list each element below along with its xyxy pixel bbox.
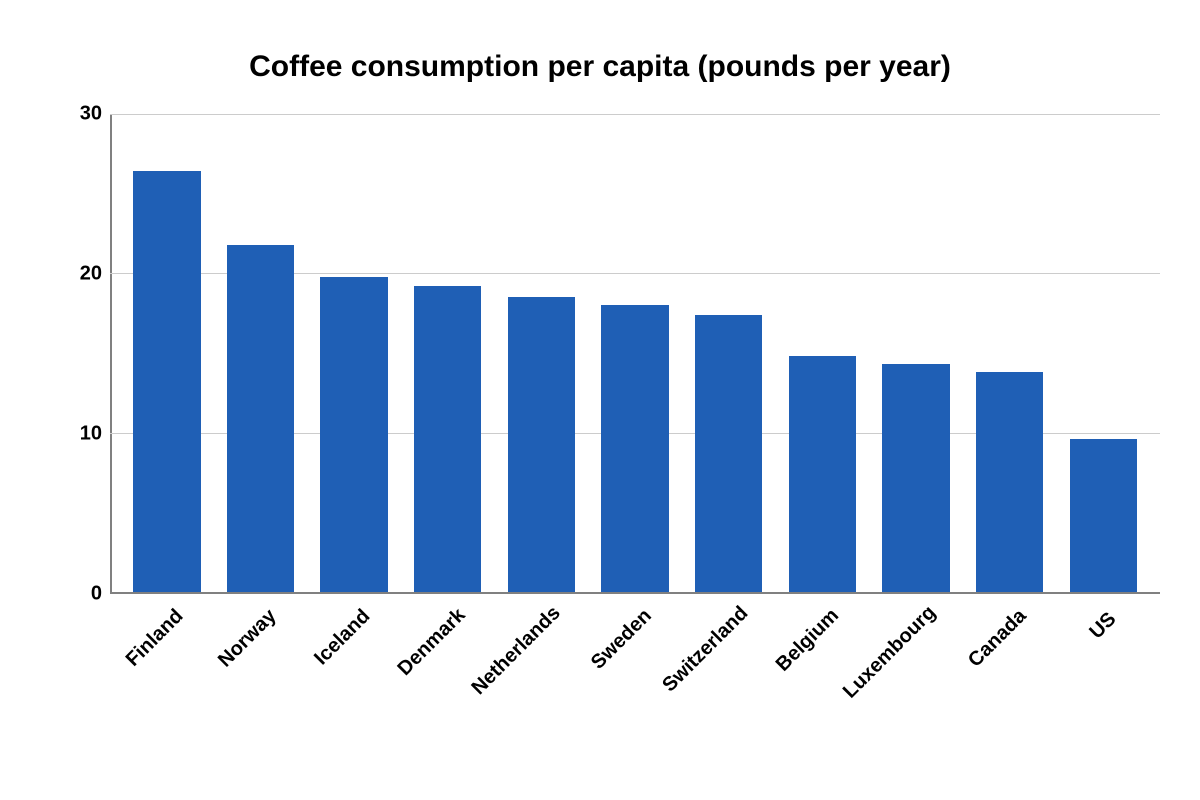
x-label-slot: Finland — [120, 600, 214, 740]
x-labels-group: FinlandNorwayIcelandDenmarkNetherlandsSw… — [110, 600, 1160, 740]
bar-slot — [775, 114, 869, 592]
bar — [508, 297, 575, 592]
x-label-slot: Canada — [963, 600, 1057, 740]
bar-slot — [307, 114, 401, 592]
bar — [789, 356, 856, 592]
bar — [601, 305, 668, 592]
plot-area — [110, 114, 1160, 594]
bar-slot — [401, 114, 495, 592]
bar — [695, 315, 762, 592]
bar-slot — [682, 114, 776, 592]
bar — [227, 245, 294, 592]
x-axis-label: Finland — [122, 605, 189, 672]
x-label-slot: Luxembourg — [869, 600, 963, 740]
bar — [414, 286, 481, 592]
chart-container: Coffee consumption per capita (pounds pe… — [0, 0, 1200, 800]
chart-title: Coffee consumption per capita (pounds pe… — [40, 50, 1160, 84]
bars-group — [110, 114, 1160, 592]
bar — [133, 171, 200, 592]
x-axis: FinlandNorwayIcelandDenmarkNetherlandsSw… — [40, 600, 1160, 740]
x-label-slot: Norway — [214, 600, 308, 740]
y-axis: 0102030 — [70, 114, 110, 594]
bar — [882, 364, 949, 592]
bar-slot — [869, 114, 963, 592]
x-label-slot: US — [1056, 600, 1150, 740]
x-axis-label: Norway — [214, 605, 281, 672]
bar-slot — [495, 114, 589, 592]
bar-slot — [120, 114, 214, 592]
y-tick-label: 20 — [62, 263, 102, 286]
y-tick-label: 10 — [62, 423, 102, 446]
bar-slot — [588, 114, 682, 592]
bar — [976, 372, 1043, 592]
y-tick-label: 0 — [62, 583, 102, 606]
x-axis-label: US — [1086, 608, 1122, 644]
y-tick-label: 30 — [62, 103, 102, 126]
bar-slot — [1056, 114, 1150, 592]
bar — [1070, 439, 1137, 592]
bar-slot — [963, 114, 1057, 592]
x-axis-label: Canada — [964, 605, 1031, 672]
x-axis-label: Iceland — [310, 605, 375, 670]
x-axis-label: Sweden — [587, 605, 657, 675]
bar-slot — [214, 114, 308, 592]
x-label-slot: Netherlands — [495, 600, 589, 740]
x-axis-label: Belgium — [772, 604, 844, 676]
x-axis-label: Denmark — [393, 604, 470, 681]
x-label-slot: Switzerland — [682, 600, 776, 740]
bar — [320, 277, 387, 592]
plot-wrap: 0102030 — [40, 114, 1160, 594]
x-label-slot: Iceland — [307, 600, 401, 740]
